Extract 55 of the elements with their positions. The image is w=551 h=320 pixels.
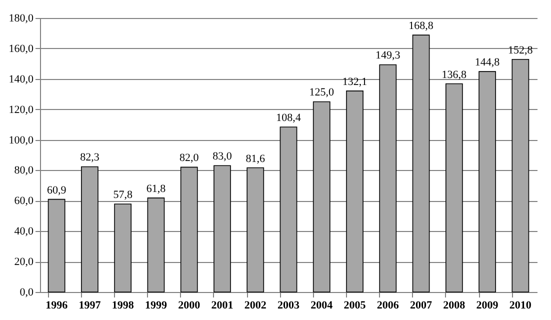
bar bbox=[147, 198, 165, 292]
x-tick-label: 2010 bbox=[509, 300, 532, 312]
x-tick-label: 1996 bbox=[46, 300, 68, 312]
y-tick-label: 180,0 bbox=[8, 12, 34, 24]
y-tick-label: 140,0 bbox=[8, 73, 34, 86]
x-tick-label: 1997 bbox=[78, 300, 102, 312]
y-tick-label: 40,0 bbox=[14, 226, 34, 238]
data-label: 60,9 bbox=[46, 184, 67, 196]
bar bbox=[346, 90, 364, 292]
bar bbox=[114, 204, 132, 292]
y-tick-label: 60,0 bbox=[14, 195, 34, 208]
bar bbox=[48, 198, 66, 292]
x-tick-label: 2004 bbox=[310, 300, 334, 312]
x-tick-label: 2000 bbox=[178, 300, 201, 312]
y-tick-label: 160,0 bbox=[8, 42, 34, 55]
data-label: 132,1 bbox=[342, 76, 368, 88]
y-tick-label: 0,0 bbox=[20, 286, 34, 298]
bar bbox=[81, 166, 98, 292]
data-label: 81,6 bbox=[246, 152, 266, 165]
x-tick-label: 2007 bbox=[410, 300, 433, 312]
data-label: 149,3 bbox=[376, 50, 401, 62]
y-tick-label: 20,0 bbox=[14, 256, 34, 268]
y-tick-label: 100,0 bbox=[8, 134, 34, 146]
x-tick-label: 1998 bbox=[112, 300, 134, 312]
y-tick-label: 120,0 bbox=[8, 104, 34, 116]
bar bbox=[180, 166, 198, 292]
data-label: 57,8 bbox=[113, 189, 133, 202]
x-tick-label: 2009 bbox=[476, 300, 499, 312]
x-tick-label: 2005 bbox=[344, 300, 366, 312]
x-tick-label: 2003 bbox=[278, 300, 300, 312]
x-tick-label: 1999 bbox=[144, 300, 168, 312]
data-label: 168,8 bbox=[408, 20, 434, 32]
data-label: 144,8 bbox=[474, 56, 500, 69]
y-tick-label: 80,0 bbox=[14, 164, 34, 177]
data-label: 108,4 bbox=[276, 112, 302, 124]
bar bbox=[312, 101, 330, 292]
bar bbox=[379, 64, 397, 292]
x-tick-label: 2006 bbox=[376, 300, 400, 312]
bar bbox=[214, 165, 231, 292]
data-label: 125,0 bbox=[309, 86, 335, 99]
x-tick-label: 2001 bbox=[211, 300, 234, 312]
x-tick-label: 2008 bbox=[443, 300, 466, 312]
bar bbox=[445, 83, 463, 292]
data-label: 61,8 bbox=[146, 182, 166, 195]
data-label: 152,8 bbox=[508, 44, 534, 56]
x-tick-label: 2002 bbox=[244, 300, 267, 312]
data-label: 82,0 bbox=[179, 152, 200, 164]
bar bbox=[246, 167, 264, 292]
bar bbox=[478, 71, 496, 292]
bar bbox=[412, 34, 430, 292]
data-label: 136,8 bbox=[442, 68, 468, 81]
bar bbox=[280, 126, 298, 292]
data-label: 83,0 bbox=[212, 150, 232, 163]
bar bbox=[512, 59, 530, 292]
data-label: 82,3 bbox=[80, 152, 100, 164]
